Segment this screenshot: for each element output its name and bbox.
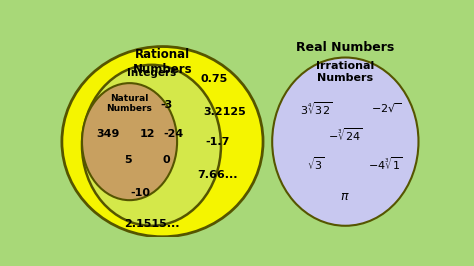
Ellipse shape <box>82 65 221 226</box>
Text: 0: 0 <box>162 155 170 165</box>
Text: Real Numbers: Real Numbers <box>296 41 394 54</box>
Text: 3.2125: 3.2125 <box>203 107 246 117</box>
Text: 7.66...: 7.66... <box>197 169 237 180</box>
Text: -24: -24 <box>164 129 183 139</box>
Text: $-2\sqrt{\,}$: $-2\sqrt{\,}$ <box>371 102 401 115</box>
Ellipse shape <box>82 83 177 200</box>
Text: 0.75: 0.75 <box>200 74 228 85</box>
Text: -1.7: -1.7 <box>205 137 229 147</box>
Text: $\sqrt{3}$: $\sqrt{3}$ <box>307 155 325 172</box>
Text: Natural
Numbers: Natural Numbers <box>107 94 153 114</box>
Text: -3: -3 <box>160 100 172 110</box>
Text: $3\sqrt[4]{32}$: $3\sqrt[4]{32}$ <box>300 100 332 117</box>
Text: $-\sqrt[3]{24}$: $-\sqrt[3]{24}$ <box>328 126 363 143</box>
Ellipse shape <box>272 57 419 226</box>
Text: -10: -10 <box>130 188 151 198</box>
Text: Rational
Numbers: Rational Numbers <box>133 48 192 76</box>
Text: 5: 5 <box>124 155 131 165</box>
Text: $\pi$: $\pi$ <box>340 190 350 203</box>
Text: 349: 349 <box>96 129 119 139</box>
Text: 12: 12 <box>140 129 155 139</box>
Text: Integers: Integers <box>127 69 176 78</box>
Ellipse shape <box>62 47 263 237</box>
Text: $-4\sqrt[3]{1}$: $-4\sqrt[3]{1}$ <box>368 155 403 172</box>
Text: Irrational
Numbers: Irrational Numbers <box>316 61 374 83</box>
Text: 2.1515...: 2.1515... <box>124 219 179 229</box>
